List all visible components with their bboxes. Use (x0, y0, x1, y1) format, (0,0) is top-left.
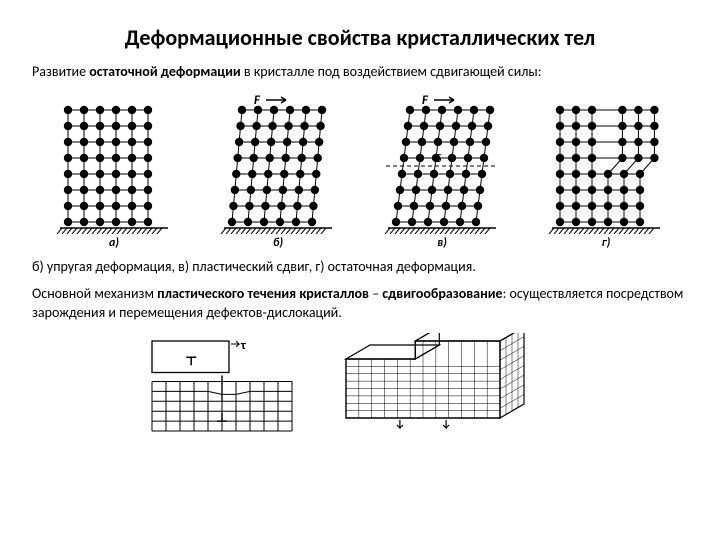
svg-text:S: S (436, 152, 442, 166)
mech-bold1: пластического течения кристаллов (157, 285, 369, 302)
intro-prefix: Развитие (32, 63, 89, 80)
lattice-panel (546, 92, 666, 234)
lattice-figure-row: FFS (32, 92, 688, 234)
block3d-diagram: ττ (336, 333, 576, 458)
lattice-panel: FS (382, 92, 502, 234)
block3d-svg: ττ (336, 333, 576, 453)
lattice-panel-label: г) (541, 236, 671, 250)
svg-text:F: F (254, 93, 261, 108)
mechanism-paragraph: Основной механизм пластического течения … (32, 285, 688, 323)
caption-paragraph: б) упругая деформация, в) пластический с… (32, 258, 688, 277)
intro-bold: остаточной деформации (89, 63, 240, 80)
lattice-panel-label: а) (49, 236, 179, 250)
bottom-diagram-row: τ ττ (32, 333, 688, 458)
dislocation-diagram: τ (144, 333, 304, 458)
intro-paragraph: Развитие остаточной деформации в кристал… (32, 63, 688, 82)
intro-suffix: в кристалле под воздействием сдвигающей … (241, 63, 542, 80)
svg-text:τ: τ (240, 339, 246, 353)
lattice-panel-label: б) (213, 236, 343, 250)
page-title: Деформационные свойства кристаллических … (32, 24, 688, 51)
mech-bold2: сдвигообразование (382, 285, 502, 302)
lattice-panel: F (218, 92, 338, 234)
dislocation-svg: τ (144, 333, 304, 443)
mech-mid: – (369, 285, 382, 302)
svg-text:F: F (422, 93, 429, 108)
lattice-panel-label: в) (377, 236, 507, 250)
lattice-panel (54, 92, 174, 234)
lattice-labels: а) б) в) г) (32, 236, 688, 250)
mech-prefix: Основной механизм (32, 285, 157, 302)
